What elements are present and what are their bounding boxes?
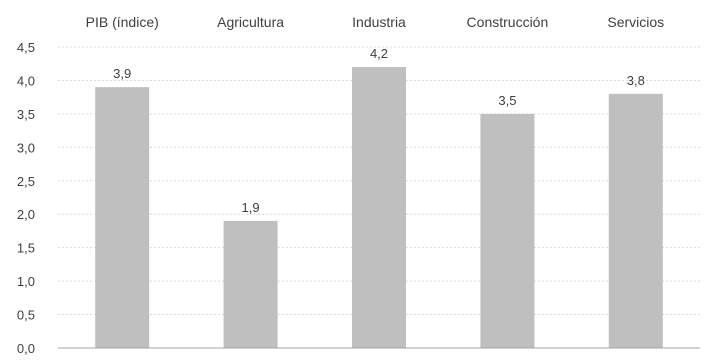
data-label: 3,5 <box>498 93 516 108</box>
category-label: Construcción <box>467 14 549 30</box>
data-label: 4,2 <box>370 46 388 61</box>
data-label: 3,8 <box>627 73 645 88</box>
y-tick-label: 4,5 <box>17 40 35 55</box>
y-tick-label: 0,5 <box>17 308 35 323</box>
y-tick-label: 0,0 <box>17 341 35 355</box>
category-labels: PIB (índice) Agricultura Industria Construc… <box>86 14 665 30</box>
y-tick-label: 1,0 <box>17 274 35 289</box>
bar <box>352 67 406 349</box>
y-tick-label: 3,0 <box>17 140 35 155</box>
y-axis-tick-labels: 0,0 0,5 1,0 1,5 2,0 2,5 3,0 3,5 4,0 4,5 <box>17 40 35 356</box>
category-label: Agricultura <box>217 14 284 30</box>
category-label: Industria <box>352 14 406 30</box>
bar <box>480 113 535 348</box>
bar <box>95 87 150 348</box>
bar <box>608 93 663 348</box>
bar <box>223 220 278 348</box>
y-tick-label: 4,0 <box>17 73 35 88</box>
data-label: 1,9 <box>242 200 260 215</box>
y-tick-label: 2,5 <box>17 174 35 189</box>
y-tick-label: 1,5 <box>17 241 35 256</box>
data-label: 3,9 <box>113 66 131 81</box>
category-label: Servicios <box>607 14 664 30</box>
data-labels: 3,9 1,9 4,2 3,5 3,8 <box>113 46 645 215</box>
y-tick-label: 3,5 <box>17 107 35 122</box>
y-tick-label: 2,0 <box>17 207 35 222</box>
bars <box>95 67 663 349</box>
category-label: PIB (índice) <box>86 14 159 30</box>
